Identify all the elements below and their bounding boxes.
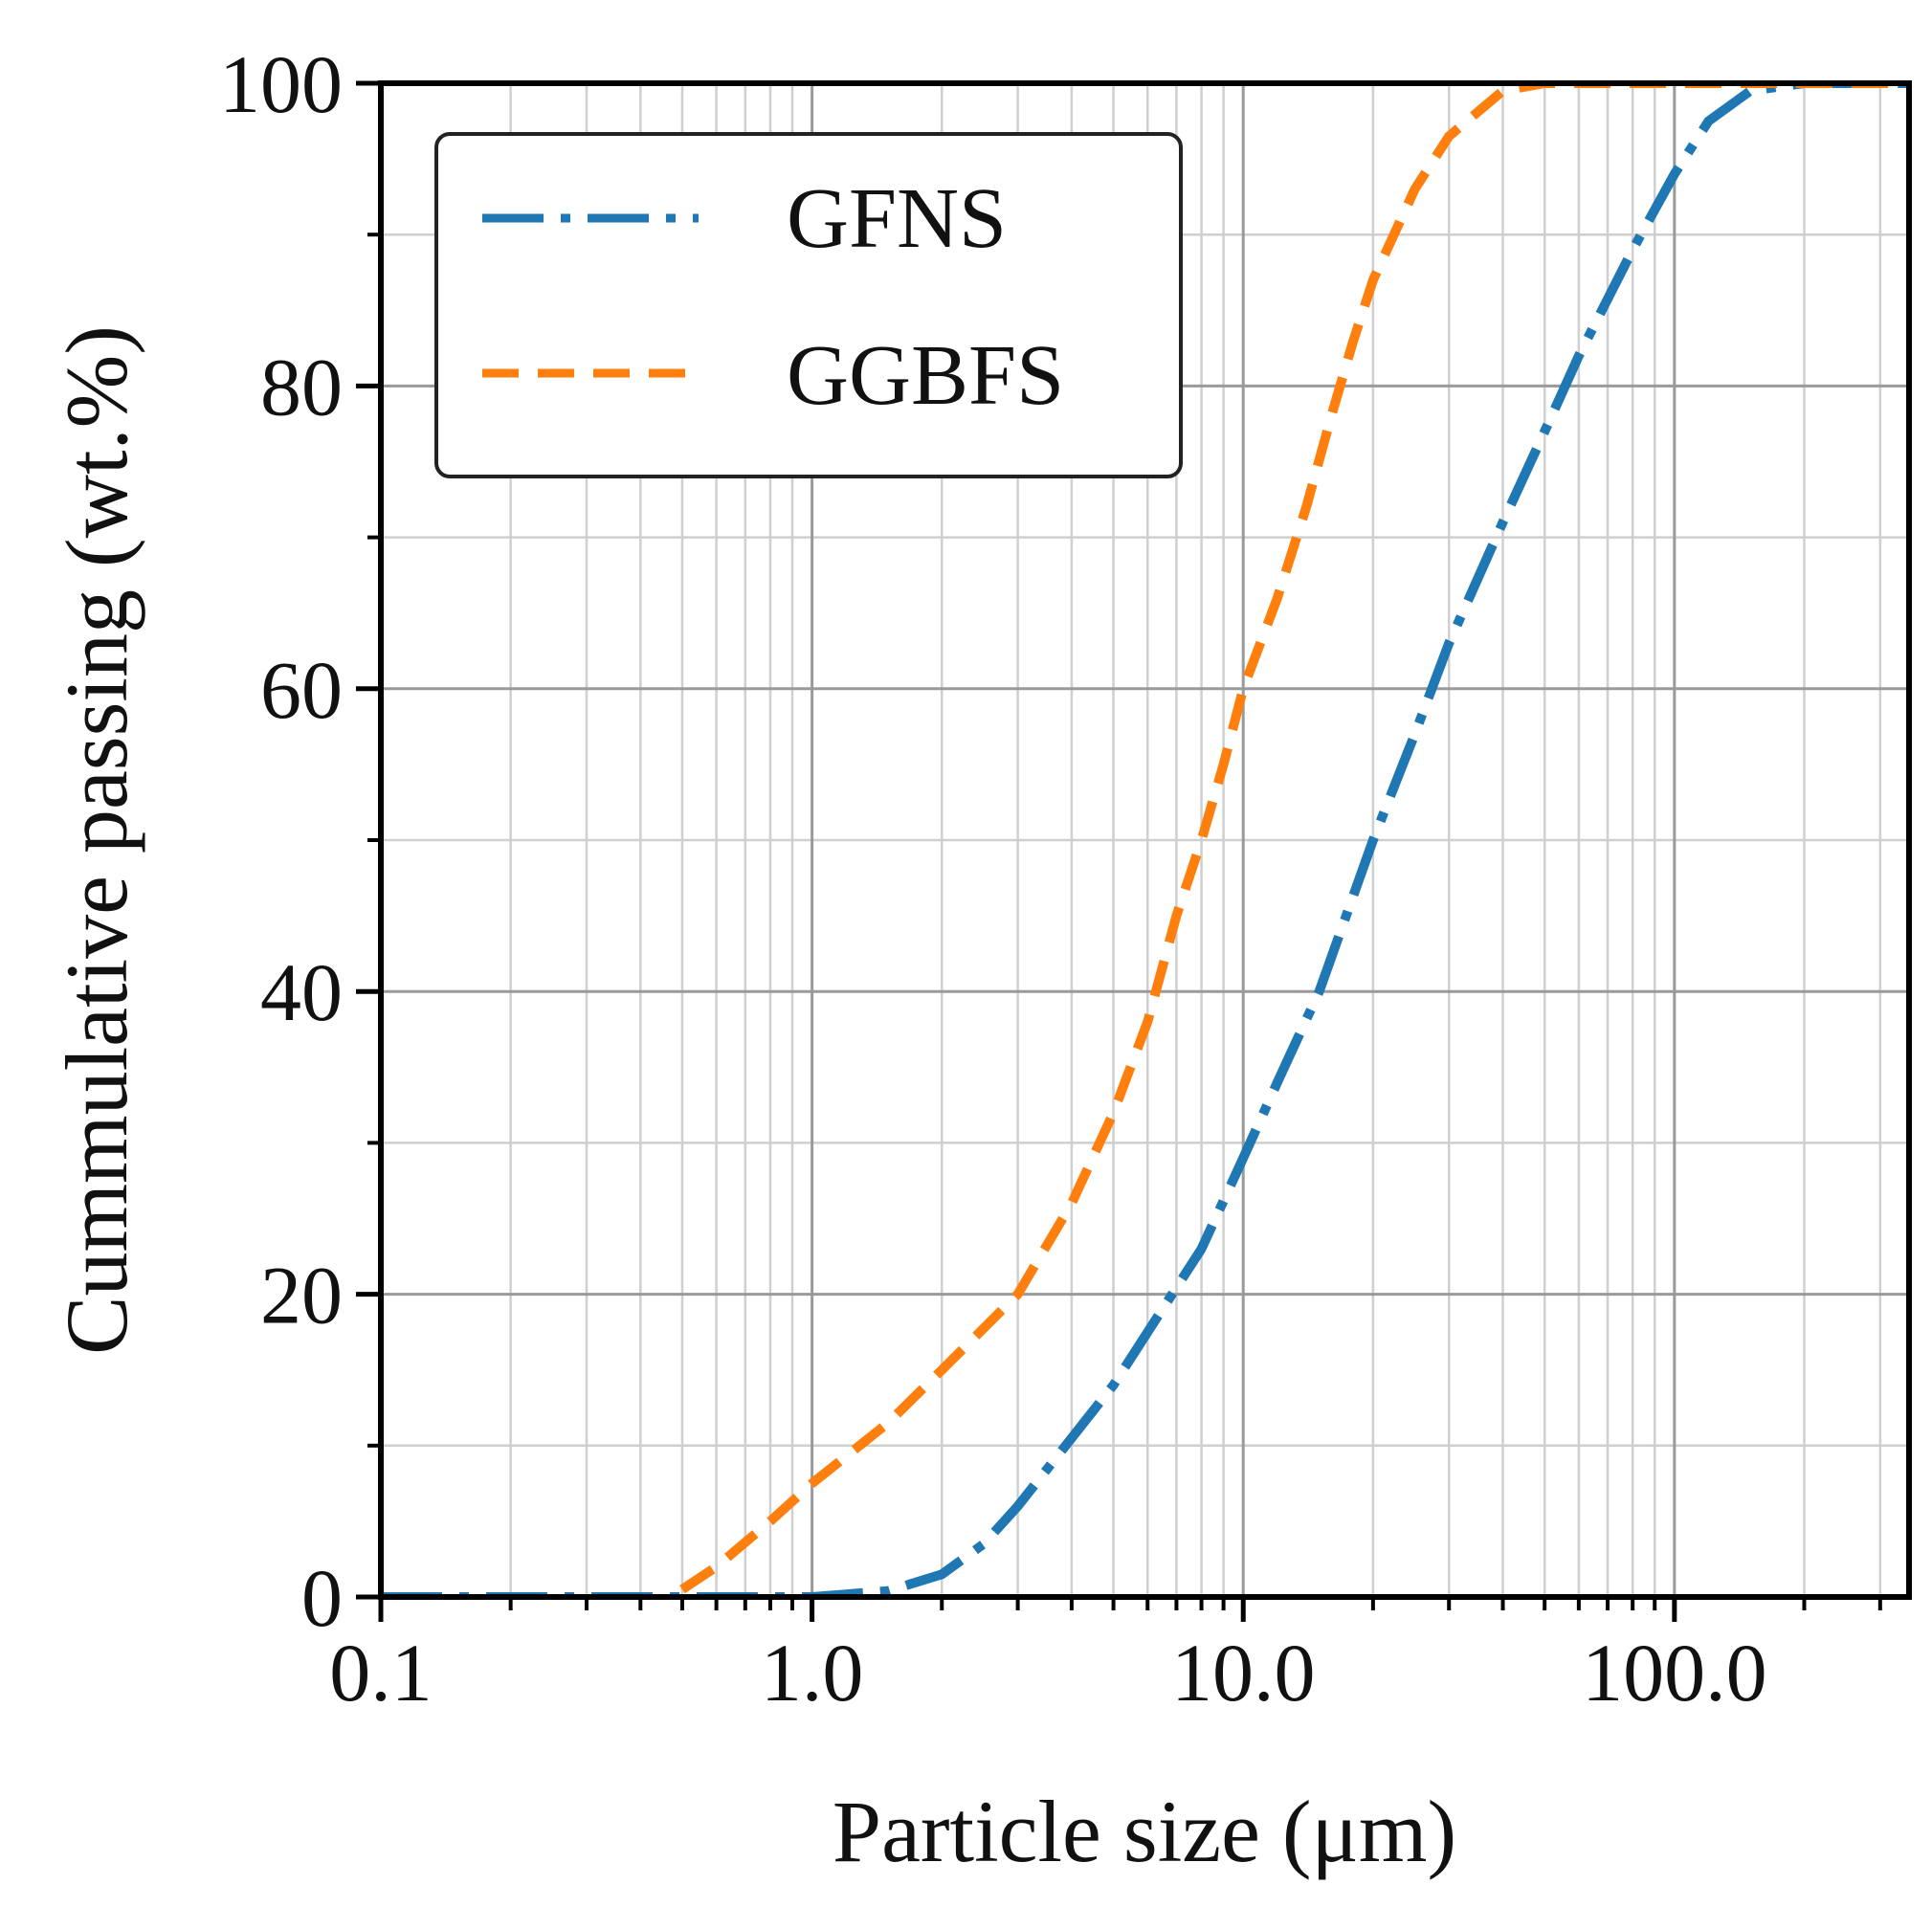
x-tick-label: 10.0 — [1171, 1627, 1316, 1719]
series-layer — [381, 83, 1909, 1597]
y-tick-label: 40 — [260, 946, 343, 1038]
y-tick-label: 100 — [219, 38, 343, 130]
x-axis-title: Particle size (μm) — [833, 1783, 1456, 1880]
y-tick-label: 20 — [260, 1250, 343, 1342]
y-tick-label: 60 — [260, 644, 343, 736]
y-axis-title: Cummulative passing (wt.%) — [48, 325, 145, 1355]
tick-labels: 0.1 1.0 10.0 100.0 0 20 40 60 80 100 — [219, 38, 1767, 1719]
tick-marks — [356, 80, 1882, 1622]
x-tick-label: 1.0 — [761, 1627, 864, 1719]
series-line-ggbfs — [679, 83, 1909, 1594]
x-tick-label: 100.0 — [1582, 1627, 1767, 1719]
x-tick-label: 0.1 — [329, 1627, 433, 1719]
series-line-gfns — [381, 83, 1909, 1597]
y-tick-label: 0 — [301, 1552, 343, 1644]
legend: GFNS GGBFS — [434, 132, 1183, 478]
legend-label-gfns: GFNS — [787, 171, 1007, 266]
y-tick-label: 80 — [260, 341, 343, 432]
legend-label-ggbfs: GGBFS — [787, 328, 1064, 423]
